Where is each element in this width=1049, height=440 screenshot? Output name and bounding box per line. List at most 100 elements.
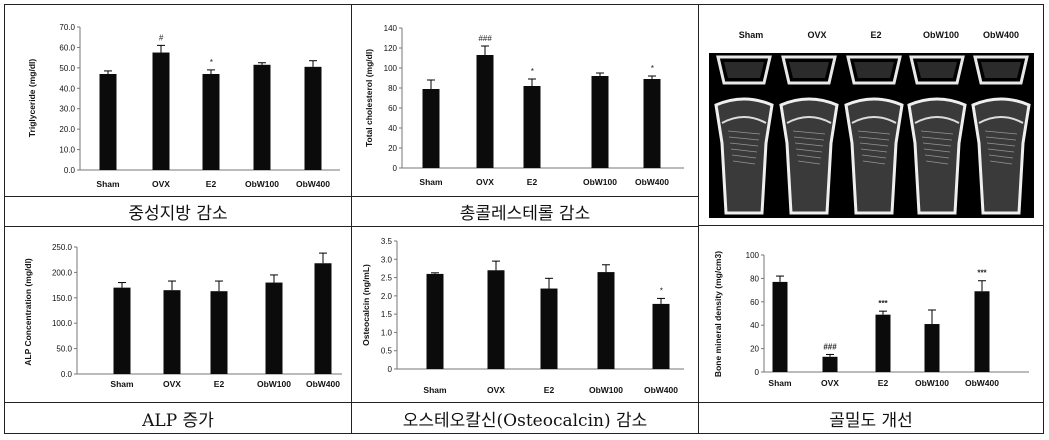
y-tick-label: 20: [750, 345, 759, 354]
bar: [163, 290, 181, 374]
bone-longitudinal-section: [971, 97, 1031, 215]
bone-longitudinal-section: [779, 97, 839, 215]
category-label: ObW100: [589, 385, 623, 395]
significance-marker: #: [159, 33, 164, 42]
trabecular-texture: [730, 148, 758, 153]
triglyceride-panel: 0.0 10.0 20.0 30.0 40.0 50.0 60.0 70.0 Triglycer…: [4, 4, 352, 197]
bar: [202, 73, 220, 170]
significance-marker: ***: [977, 269, 987, 278]
micro-ct-label: E2: [870, 30, 882, 40]
y-tick-label: 40: [388, 124, 397, 133]
trabecular-texture: [921, 136, 953, 141]
category-label: ObW400: [965, 378, 999, 388]
significance-marker: ###: [478, 34, 492, 43]
bar: [210, 291, 228, 374]
trabecular-texture: [727, 130, 761, 135]
y-tick-label: 50.0: [56, 345, 72, 354]
alp-caption: ALP 증가: [4, 402, 352, 434]
trabecular-texture: [795, 148, 823, 153]
y-tick-label: 40: [750, 321, 759, 330]
trabecular-texture: [728, 136, 760, 141]
trabecular-texture: [922, 142, 952, 147]
y-tick-label: 60: [750, 298, 759, 307]
alp-panel: 0.0 50.0 100.0 150.0 200.0 250.0 ALP Concentra…: [4, 226, 352, 403]
y-tick-label: 250.0: [52, 243, 73, 252]
y-tick-label: 0: [755, 368, 760, 377]
bone-cross-section: [909, 55, 965, 85]
y-tick-label: 100.0: [52, 319, 73, 328]
bar: [304, 66, 322, 170]
y-tick-label: 30.0: [59, 105, 75, 114]
y-tick-label: 2.0: [381, 292, 393, 301]
trabecular-texture: [859, 142, 889, 147]
trabecular-texture: [729, 142, 759, 147]
bar: [597, 272, 615, 369]
y-tick-label: 10.0: [59, 146, 75, 155]
category-label: Sham: [423, 385, 447, 395]
trabecular-texture: [862, 160, 886, 165]
y-tick-label: 3.5: [381, 237, 393, 246]
triglyceride-chart: 0.0 10.0 20.0 30.0 40.0 50.0 60.0 70.0 Triglycer…: [27, 23, 340, 189]
bar: [875, 314, 891, 372]
category-label: ObW100: [915, 378, 949, 388]
category-label: OVX: [163, 379, 181, 389]
trabecular-texture: [988, 154, 1014, 159]
y-tick-label: 0.0: [61, 370, 73, 379]
y-tick-label: 140: [384, 24, 398, 33]
category-label: ObW100: [257, 379, 291, 389]
bar: [974, 291, 990, 372]
cholesterol-panel: 0 20 40 60 80 100 120 140 Total cholesterol (mg/…: [351, 4, 699, 197]
category-label: OVX: [476, 177, 494, 187]
bone-mineral-density-chart: 0 20 40 60 80 100 Bone mineral density (mg/cm3…: [713, 251, 1029, 388]
category-label: ObW100: [583, 177, 617, 187]
bar: [253, 64, 271, 170]
trabecular-texture: [796, 154, 822, 159]
y-tick-label: 2.5: [381, 274, 393, 283]
growth-plate-line: [978, 116, 1024, 124]
trabecular-texture: [985, 136, 1017, 141]
category-label: Sham: [419, 177, 443, 187]
growth-plate-line: [721, 116, 767, 124]
micro-ct-label: OVX: [807, 30, 827, 40]
bone-longitudinal-section: [844, 97, 904, 215]
y-tick-label: 0.0: [64, 166, 76, 175]
bone-cross-section: [781, 55, 837, 85]
y-tick-label: 0: [388, 365, 393, 374]
growth-plate-line: [786, 116, 832, 124]
category-label: Sham: [96, 179, 120, 189]
category-label: E2: [544, 385, 555, 395]
y-tick-label: 100: [384, 64, 398, 73]
category-label: OVX: [152, 179, 170, 189]
y-axis-label: Bone mineral density (mg/cm3): [713, 251, 723, 377]
y-tick-label: 60: [388, 104, 397, 113]
bar: [487, 270, 505, 369]
category-label: ObW400: [306, 379, 340, 389]
trabecular-texture: [986, 142, 1016, 147]
bone-longitudinal-section: [714, 97, 774, 215]
bmd-caption: 골밀도 개선: [698, 402, 1044, 434]
bmd-panel: 0 20 40 60 80 100 Bone mineral density (mg/cm3…: [698, 225, 1044, 403]
triglyceride-caption: 중성지방 감소: [4, 196, 352, 227]
bar: [643, 79, 661, 168]
bar: [99, 73, 117, 170]
y-tick-label: 40.0: [59, 84, 75, 93]
y-axis-label: ALP Concentration (mg/dl): [23, 258, 33, 366]
trabecular-texture: [987, 148, 1015, 153]
bar: [652, 303, 670, 369]
significance-marker: *: [209, 58, 213, 67]
bar: [476, 55, 494, 168]
trabecular-texture: [731, 154, 757, 159]
trabecular-texture: [797, 160, 821, 165]
category-label: Sham: [110, 379, 134, 389]
category-label: ObW100: [245, 179, 279, 189]
bar: [591, 76, 609, 168]
y-tick-label: 120: [384, 44, 398, 53]
significance-marker: *: [650, 64, 654, 73]
y-tick-label: 80: [388, 84, 397, 93]
y-tick-label: 1.5: [381, 310, 393, 319]
category-label: E2: [206, 179, 217, 189]
trabecular-texture: [857, 130, 891, 135]
bone-cross-section-core: [789, 62, 829, 78]
bar: [924, 324, 940, 372]
y-tick-label: 150.0: [52, 294, 73, 303]
